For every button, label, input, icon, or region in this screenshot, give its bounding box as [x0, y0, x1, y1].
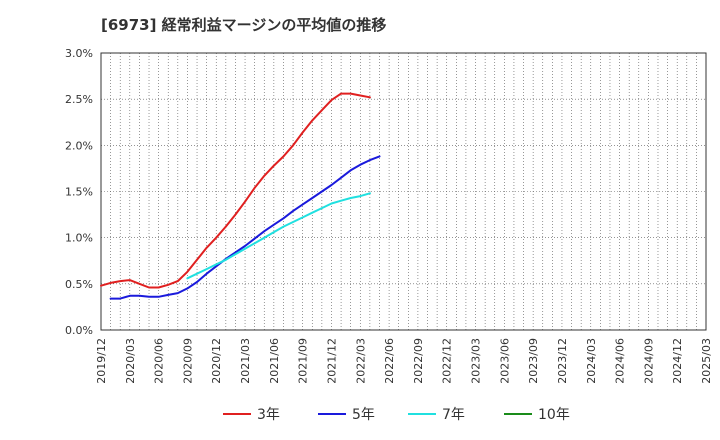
series-line [109, 155, 381, 300]
y-tick-label: 3.0% [65, 47, 93, 60]
plot-border [100, 52, 707, 331]
x-tick-label: 2020/12 [210, 338, 223, 384]
x-tick-label: 2025/03 [700, 338, 713, 384]
legend-label: 7年 [442, 407, 465, 423]
legend-label: 10年 [538, 407, 570, 423]
x-tick-label: 2021/03 [239, 338, 252, 384]
series-line [186, 192, 371, 280]
x-tick-label: 2020/09 [181, 338, 194, 384]
x-tick-label: 2022/03 [354, 338, 367, 384]
x-tick-label: 2021/06 [268, 338, 281, 384]
x-tick-label: 2022/06 [383, 338, 396, 384]
x-tick-label: 2022/09 [412, 338, 425, 384]
x-tick-label: 2021/12 [325, 338, 338, 384]
x-tick-label: 2020/06 [153, 338, 166, 384]
x-tick-label: 2023/03 [470, 338, 483, 384]
chart-title: [6973] 経常利益マージンの平均値の推移 [101, 16, 387, 34]
x-tick-label: 2024/03 [585, 338, 598, 384]
x-tick-label: 2024/09 [642, 338, 655, 384]
x-tick-label: 2021/09 [297, 338, 310, 384]
x-tick-label: 2020/03 [124, 338, 137, 384]
x-tick-label: 2023/06 [498, 338, 511, 384]
legend-label: 5年 [352, 407, 375, 423]
x-tick-label: 2019/12 [95, 338, 108, 384]
y-tick-label: 2.5% [65, 93, 93, 106]
x-tick-label: 2024/12 [671, 338, 684, 384]
x-tick-label: 2024/06 [614, 338, 627, 384]
y-tick-label: 0.5% [65, 278, 93, 291]
series-line [100, 92, 371, 289]
legend-label: 3年 [257, 407, 280, 423]
y-tick-label: 0.0% [65, 324, 93, 337]
y-tick-label: 1.0% [65, 232, 93, 245]
y-tick-label: 2.0% [65, 139, 93, 152]
y-tick-label: 1.5% [65, 186, 93, 199]
x-tick-label: 2023/09 [527, 338, 540, 384]
x-tick-label: 2023/12 [556, 338, 569, 384]
x-tick-label: 2022/12 [441, 338, 454, 384]
